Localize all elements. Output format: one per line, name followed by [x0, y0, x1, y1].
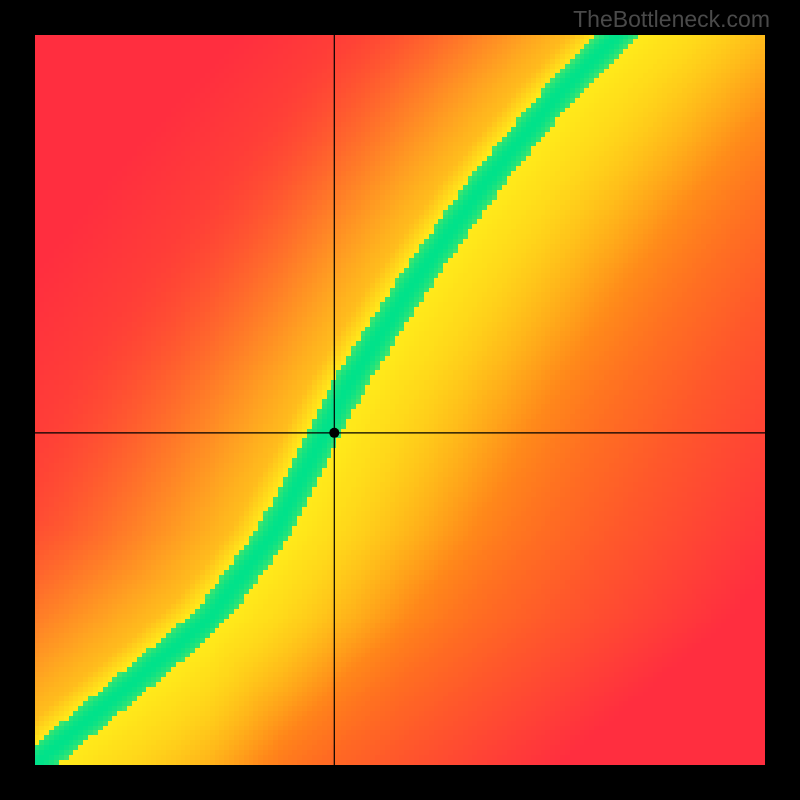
watermark-text: TheBottleneck.com [573, 6, 770, 33]
bottleneck-heatmap [35, 35, 765, 765]
